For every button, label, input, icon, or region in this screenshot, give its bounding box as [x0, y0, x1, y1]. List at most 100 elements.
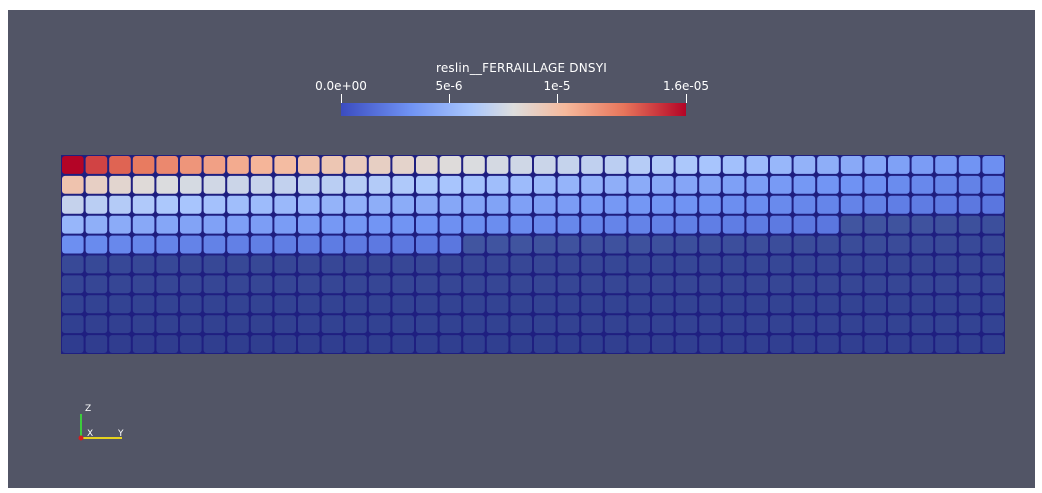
- mesh-cell: [109, 315, 131, 334]
- mesh-cell: [628, 215, 650, 234]
- mesh-cell: [486, 315, 509, 334]
- mesh-cell: [298, 175, 320, 194]
- mesh-cell: [557, 255, 580, 274]
- mesh-cell: [628, 275, 650, 294]
- mesh-cell: [156, 255, 178, 274]
- mesh-cell: [557, 275, 580, 294]
- mesh-cell: [770, 335, 792, 353]
- mesh-cell: [982, 315, 1004, 334]
- mesh-cell: [840, 215, 863, 234]
- mesh-cell: [321, 315, 344, 334]
- mesh-cell: [368, 195, 391, 214]
- mesh-cell: [628, 315, 650, 334]
- colorbar-tick-mark: [686, 94, 687, 103]
- mesh-cell: [180, 215, 202, 234]
- mesh-cell: [982, 235, 1004, 254]
- mesh-cell: [392, 195, 414, 214]
- mesh-cell: [581, 315, 603, 334]
- mesh-cell: [604, 235, 627, 254]
- mesh-cell: [345, 195, 367, 214]
- mesh-cell: [652, 195, 674, 214]
- mesh-cell: [557, 335, 580, 353]
- mesh-cell: [958, 235, 981, 254]
- mesh-cell: [392, 335, 414, 353]
- mesh-cell: [156, 235, 178, 254]
- mesh-cell: [911, 315, 934, 334]
- render-viewport[interactable]: reslin__FERRAILLAGE DNSYI 0.0e+00 5e-6 1…: [8, 10, 1035, 488]
- mesh-cell: [250, 156, 273, 174]
- mesh-cell: [628, 335, 650, 353]
- mesh-cell: [534, 156, 556, 174]
- mesh-cell: [180, 275, 202, 294]
- mesh-cell: [109, 175, 131, 194]
- mesh-cell: [652, 255, 674, 274]
- mesh-cell: [486, 175, 509, 194]
- mesh-cell: [652, 315, 674, 334]
- mesh-cell: [817, 275, 839, 294]
- mesh-cell: [416, 275, 438, 294]
- mesh-cell: [675, 156, 698, 174]
- mesh-cell: [227, 255, 249, 274]
- mesh-cell: [817, 295, 839, 314]
- mesh-cell: [463, 195, 485, 214]
- mesh-cell: [793, 215, 816, 234]
- mesh-cell: [793, 295, 816, 314]
- mesh-cell: [911, 235, 934, 254]
- mesh-cell: [345, 235, 367, 254]
- mesh-cell: [85, 275, 108, 294]
- mesh-cell: [85, 235, 108, 254]
- mesh-cell: [463, 335, 485, 353]
- mesh-cell: [345, 335, 367, 353]
- mesh-cell: [722, 235, 745, 254]
- mesh-cell: [132, 315, 155, 334]
- mesh-cell: [62, 195, 84, 214]
- mesh-cell: [793, 255, 816, 274]
- mesh-cell: [85, 315, 108, 334]
- mesh-cell: [557, 235, 580, 254]
- mesh-cell: [534, 195, 556, 214]
- mesh-cell: [935, 215, 957, 234]
- mesh-cell: [345, 315, 367, 334]
- mesh-cell: [180, 156, 202, 174]
- mesh-cell: [675, 275, 698, 294]
- mesh-cell: [85, 335, 108, 353]
- mesh-cell: [675, 315, 698, 334]
- mesh-cell: [864, 275, 886, 294]
- mesh-cell: [793, 175, 816, 194]
- mesh-cell: [180, 335, 202, 353]
- mesh-cell: [463, 156, 485, 174]
- mesh-cell: [298, 215, 320, 234]
- mesh-cell: [699, 295, 721, 314]
- mesh-cell: [628, 195, 650, 214]
- mesh-cell: [439, 156, 462, 174]
- mesh-cell: [604, 215, 627, 234]
- mesh-cell: [321, 255, 344, 274]
- mesh-cell: [746, 315, 768, 334]
- mesh-cell: [392, 175, 414, 194]
- mesh-surface[interactable]: [61, 155, 1005, 354]
- mesh-cell: [62, 215, 84, 234]
- mesh-cell: [793, 275, 816, 294]
- mesh-cell: [652, 215, 674, 234]
- colorbar-tick-label-min: 0.0e+00: [315, 79, 367, 93]
- mesh-cell: [817, 156, 839, 174]
- mesh-cell: [274, 156, 296, 174]
- mesh-cell: [888, 255, 910, 274]
- mesh-cell: [321, 175, 344, 194]
- mesh-cell: [85, 215, 108, 234]
- mesh-cell: [439, 315, 462, 334]
- mesh-cell: [274, 315, 296, 334]
- mesh-cell: [368, 235, 391, 254]
- mesh-cell: [604, 315, 627, 334]
- mesh-cell: [935, 175, 957, 194]
- mesh-cell: [581, 156, 603, 174]
- mesh-cell: [888, 215, 910, 234]
- mesh-cell: [817, 175, 839, 194]
- mesh-cell: [675, 195, 698, 214]
- mesh-cell: [982, 275, 1004, 294]
- mesh-cell: [817, 335, 839, 353]
- mesh-cell: [581, 255, 603, 274]
- mesh-cell: [321, 215, 344, 234]
- mesh-cell: [439, 195, 462, 214]
- mesh-cell: [416, 255, 438, 274]
